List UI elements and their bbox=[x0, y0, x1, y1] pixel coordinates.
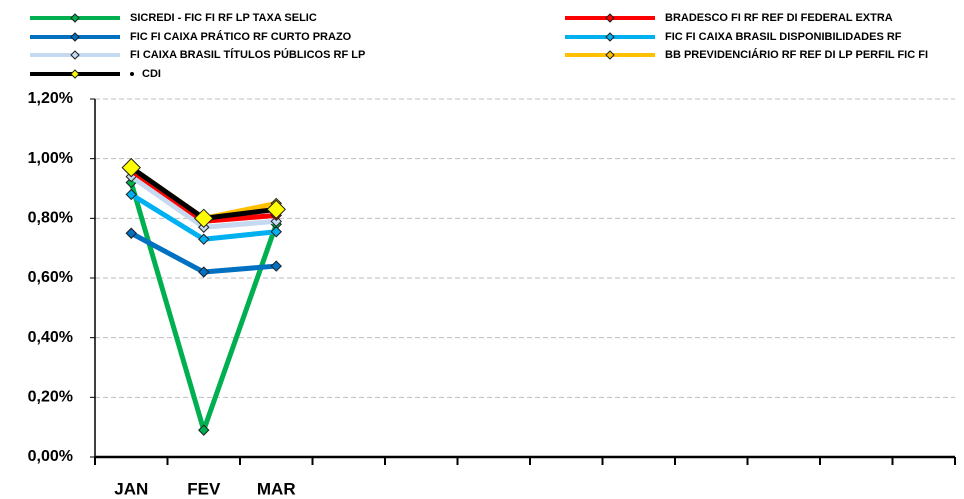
legend-marker bbox=[605, 50, 615, 60]
legend-label: FI CAIXA BRASIL TÍTULOS PÚBLICOS RF LP bbox=[130, 48, 365, 61]
y-tick-label: 0,20% bbox=[28, 389, 73, 406]
x-tick-label: FEV bbox=[187, 479, 221, 498]
data-point bbox=[125, 227, 137, 239]
x-tick-label: MAR bbox=[257, 479, 296, 498]
legend-bullet bbox=[130, 72, 134, 76]
y-tick-label: 0,60% bbox=[28, 269, 73, 286]
legend-label: BRADESCO FI RF REF DI FEDERAL EXTRA bbox=[665, 12, 893, 24]
y-tick-label: 0,00% bbox=[28, 448, 73, 465]
legend-label: SICREDI - FIC FI RF LP TAXA SELIC bbox=[130, 12, 317, 24]
legend-label: FIC FI CAIXA PRÁTICO RF CURTO PRAZO bbox=[130, 30, 352, 43]
legend-marker bbox=[70, 13, 80, 23]
data-point bbox=[198, 233, 210, 245]
legend-label: FIC FI CAIXA BRASIL DISPONIBILIDADES RF bbox=[665, 31, 902, 43]
data-point bbox=[270, 260, 282, 272]
legend-marker bbox=[70, 69, 80, 79]
legend-label: CDI bbox=[142, 68, 161, 80]
data-point bbox=[125, 188, 137, 201]
y-tick-label: 1,00% bbox=[28, 150, 73, 167]
data-point bbox=[266, 199, 286, 220]
x-tick-label: JAN bbox=[114, 479, 148, 498]
data-point bbox=[198, 424, 210, 436]
data-point bbox=[270, 226, 282, 238]
y-tick-label: 0,80% bbox=[28, 210, 73, 227]
legend-marker bbox=[70, 50, 80, 60]
legend-label: BB PREVIDENCIÁRIO RF REF DI LP PERFIL FI… bbox=[665, 48, 928, 61]
data-point bbox=[198, 266, 210, 278]
legend-marker bbox=[605, 13, 615, 23]
y-tick-label: 1,20% bbox=[28, 90, 73, 107]
y-tick-label: 0,40% bbox=[28, 329, 73, 346]
legend-marker bbox=[70, 32, 80, 42]
legend-marker bbox=[605, 32, 615, 42]
data-point bbox=[121, 157, 141, 178]
data-point bbox=[194, 208, 214, 229]
